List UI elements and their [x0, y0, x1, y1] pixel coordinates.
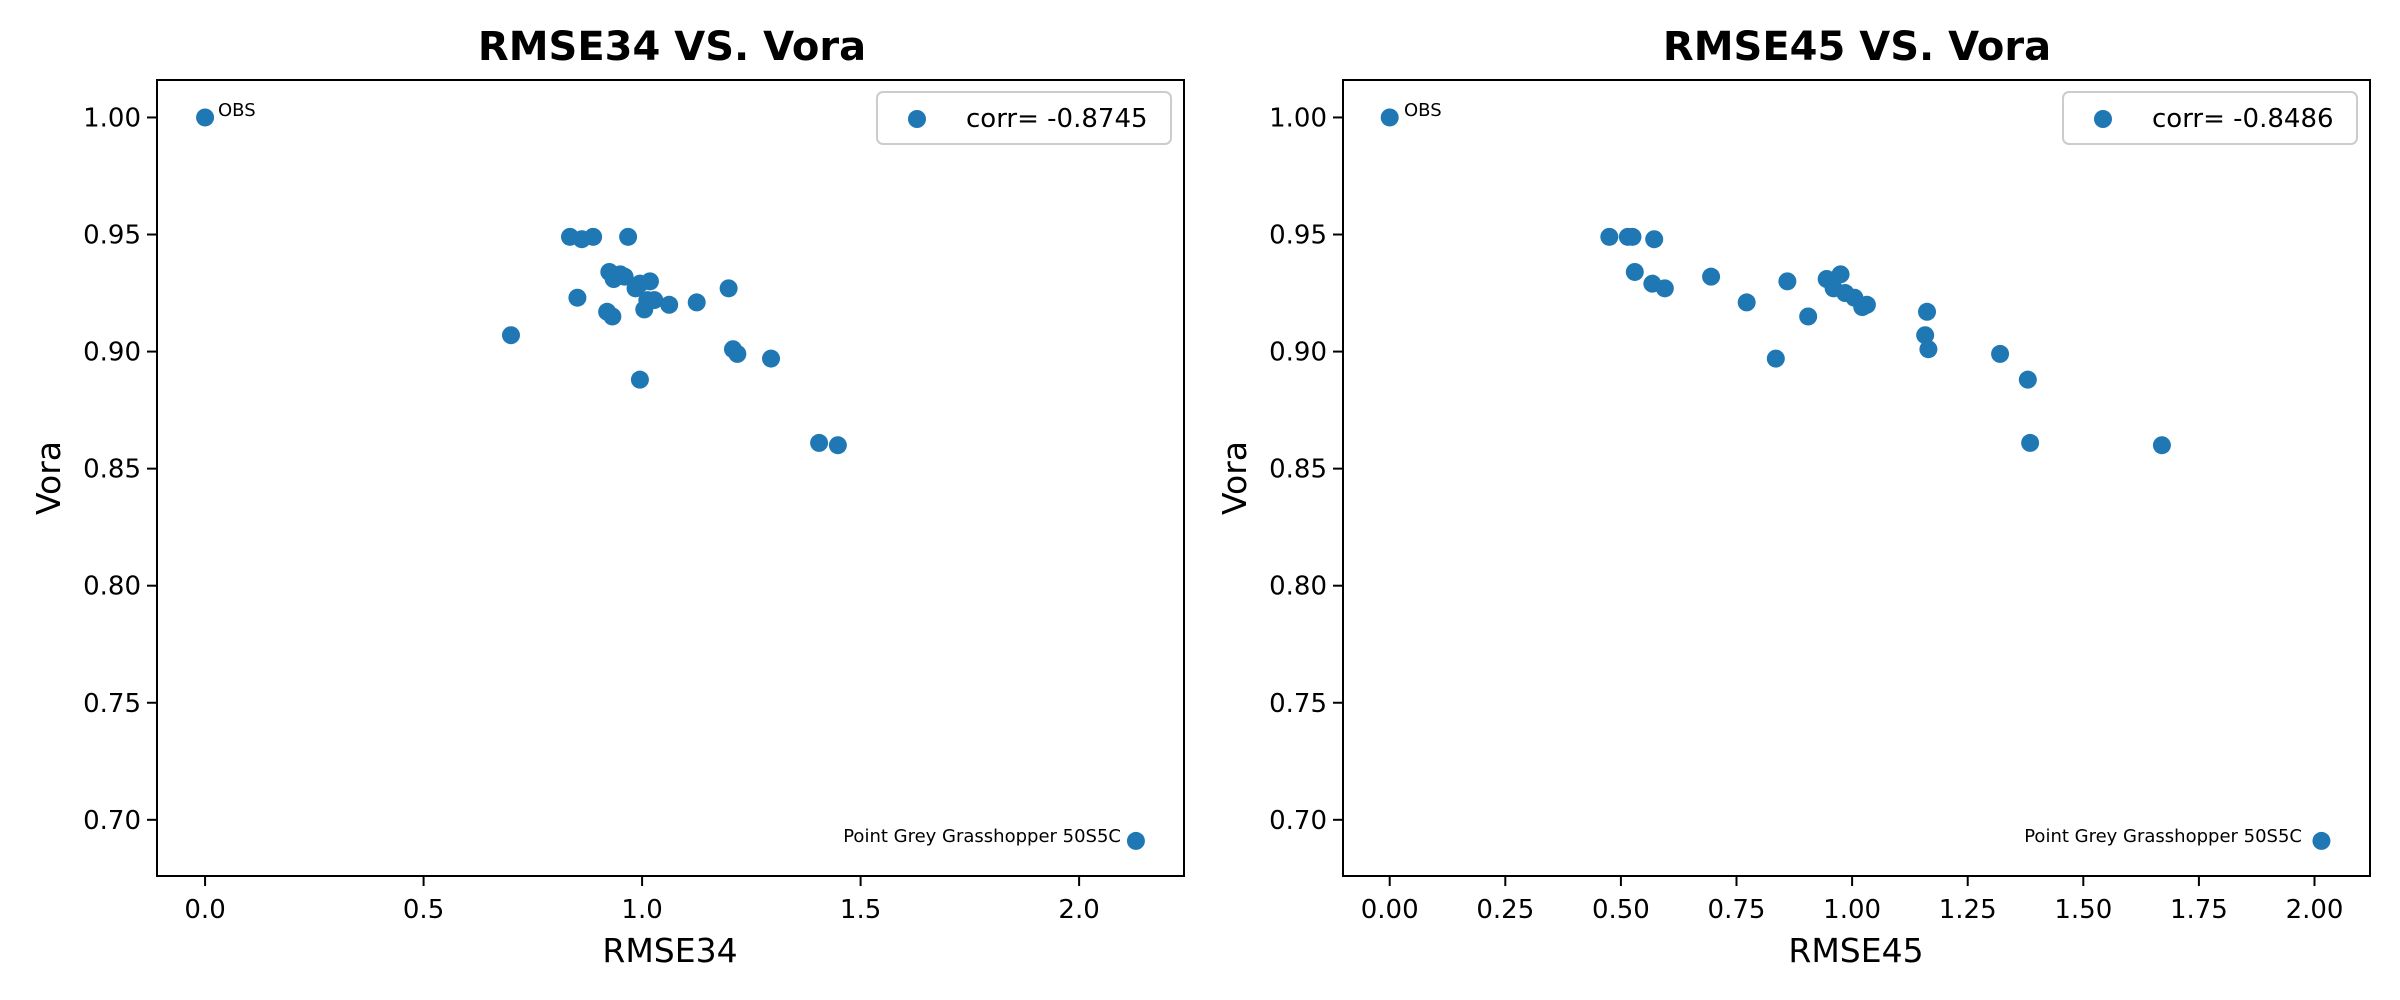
legend: corr= -0.8486	[2062, 91, 2358, 145]
annotation-outlier: Point Grey Grasshopper 50S5C	[2024, 826, 2302, 847]
legend-marker	[2094, 110, 2112, 128]
y-tick-label: 1.00	[1269, 103, 1327, 133]
data-point	[1778, 272, 1797, 291]
x-tick-label: 1.00	[1823, 895, 1881, 925]
data-point	[1916, 326, 1935, 345]
subplot-rmse45: RMSE45 VS. Vora 0.00 0.25 0.50 0.75 1.00 1.25…	[1215, 24, 2371, 970]
y-tick-label: 0.95	[1269, 221, 1327, 251]
x-tick-label: 0.00	[1361, 895, 1419, 925]
scatter-points	[196, 108, 1145, 850]
data-point	[828, 436, 847, 455]
data-point	[1799, 307, 1818, 326]
y-axis-label: Vora	[29, 441, 68, 515]
data-point	[728, 344, 747, 363]
y-tick-label: 0.70	[1269, 806, 1327, 836]
data-point	[2021, 433, 2040, 452]
x-tick-label: 0.50	[1592, 895, 1650, 925]
data-point	[810, 433, 829, 452]
x-tick-label: 0.0	[184, 895, 225, 925]
y-tick-label: 0.90	[83, 338, 141, 368]
annotation-obs: OBS	[1404, 100, 1442, 121]
y-axis-label: Vora	[1215, 441, 1254, 515]
data-point	[630, 370, 649, 389]
y-tick-label: 0.75	[83, 689, 141, 719]
x-tick-label: 1.25	[1939, 895, 1997, 925]
annotation-outlier: Point Grey Grasshopper 50S5C	[843, 826, 1121, 847]
data-point	[1991, 344, 2010, 363]
x-axis-label: RMSE45	[1788, 931, 1923, 970]
y-axis-ticks: 0.70 0.75 0.80 0.85 0.90 0.95 1.00	[83, 103, 157, 836]
x-axis-ticks: 0.00 0.25 0.50 0.75 1.00 1.25 1.50 1.75 2.00	[1361, 876, 2344, 925]
x-tick-label: 2.00	[2286, 895, 2344, 925]
legend: corr= -0.8745	[876, 91, 1172, 145]
x-tick-label: 1.0	[621, 895, 662, 925]
x-tick-label: 1.75	[2170, 895, 2228, 925]
data-point	[2018, 370, 2037, 389]
data-point	[1831, 265, 1850, 284]
data-point	[1380, 108, 1399, 127]
subplot-rmse34: RMSE34 VS. Vora 0.0 0.5 1.0 1.5 2.0 0.70 0.75…	[29, 24, 1185, 970]
data-point	[1766, 349, 1785, 368]
data-point	[1655, 279, 1674, 298]
data-point	[640, 272, 659, 291]
y-tick-label: 0.85	[83, 455, 141, 485]
x-tick-label: 2.0	[1058, 895, 1099, 925]
x-tick-label: 0.5	[403, 895, 444, 925]
data-point	[1645, 230, 1664, 249]
x-tick-label: 1.50	[2054, 895, 2112, 925]
data-point	[2312, 831, 2331, 850]
legend-box	[876, 91, 1172, 145]
chart-title: RMSE34 VS. Vora	[478, 24, 866, 70]
data-point	[2152, 436, 2171, 455]
y-tick-label: 0.75	[1269, 689, 1327, 719]
data-point	[615, 267, 634, 286]
x-axis-label: RMSE34	[602, 931, 737, 970]
legend-label: corr= -0.8486	[2152, 104, 2334, 134]
data-point	[1919, 340, 1938, 359]
legend-box	[2062, 91, 2358, 145]
data-point	[635, 300, 654, 319]
legend-marker	[908, 110, 926, 128]
y-tick-label: 0.95	[83, 221, 141, 251]
data-point	[1737, 293, 1756, 312]
y-tick-label: 0.70	[83, 806, 141, 836]
data-point	[660, 295, 679, 314]
annotation-obs: OBS	[218, 100, 256, 121]
data-point	[1857, 295, 1876, 314]
y-tick-label: 0.90	[1269, 338, 1327, 368]
scatter-points	[1380, 108, 2331, 850]
y-tick-label: 0.85	[1269, 455, 1327, 485]
data-point	[1918, 302, 1937, 321]
plot-frame	[156, 79, 1185, 877]
chart-title: RMSE45 VS. Vora	[1663, 24, 2051, 70]
data-point	[196, 108, 215, 127]
data-point	[719, 279, 738, 298]
data-point	[584, 227, 603, 246]
data-point	[568, 288, 587, 307]
data-point	[603, 307, 622, 326]
data-point	[1126, 831, 1145, 850]
y-tick-label: 1.00	[83, 103, 141, 133]
y-tick-label: 0.80	[1269, 572, 1327, 602]
data-point	[1600, 227, 1619, 246]
data-point	[619, 227, 638, 246]
plot-frame	[1342, 79, 2371, 877]
x-tick-label: 1.5	[840, 895, 881, 925]
data-point	[687, 293, 706, 312]
data-point	[501, 326, 520, 345]
x-tick-label: 0.75	[1708, 895, 1766, 925]
data-point	[762, 349, 781, 368]
y-axis-ticks: 0.70 0.75 0.80 0.85 0.90 0.95 1.00	[1269, 103, 1343, 836]
data-point	[1623, 227, 1642, 246]
y-tick-label: 0.80	[83, 572, 141, 602]
x-tick-label: 0.25	[1476, 895, 1534, 925]
x-axis-ticks: 0.0 0.5 1.0 1.5 2.0	[184, 876, 1100, 925]
legend-label: corr= -0.8745	[966, 104, 1148, 134]
data-point	[1625, 262, 1644, 281]
data-point	[1702, 267, 1721, 286]
